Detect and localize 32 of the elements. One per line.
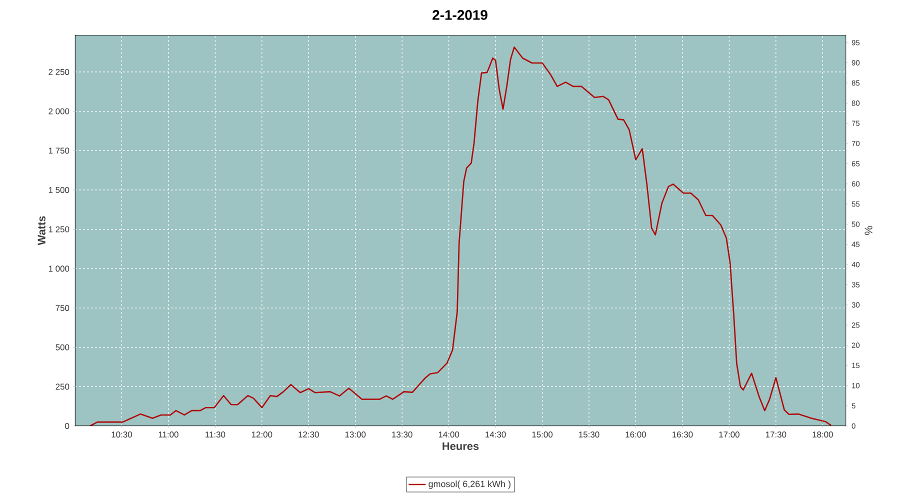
y-tick-label: 1 500 (48, 186, 70, 193)
x-tick-label: 16:30 (672, 432, 693, 438)
chart-title: 2-1-2019 (432, 10, 488, 20)
x-tick-label: 17:00 (719, 432, 740, 438)
y-tick-label: 750 (56, 305, 70, 311)
y2-axis-title: % (864, 226, 872, 235)
y-tick-label: 2 250 (48, 68, 70, 75)
x-tick-label: 12:00 (252, 432, 272, 438)
x-tick-label: 15:00 (532, 432, 553, 438)
y-tick-label: 0 (65, 423, 70, 429)
legend-label: gmosol( 6,261 kWh ) (428, 480, 510, 489)
y-tick-label: 1 250 (48, 226, 70, 232)
x-tick-label: 18:00 (812, 432, 833, 438)
x-tick-label: 14:30 (486, 432, 506, 438)
x-tick-label: 11:30 (206, 432, 226, 438)
y-tick-label: 250 (56, 384, 70, 390)
y-tick-label: 500 (56, 344, 70, 350)
y-tick-label: 1 750 (48, 148, 70, 154)
y-tick-label: 1 000 (48, 266, 70, 272)
y-axis-title: Watts (38, 216, 46, 246)
x-tick-label: 14:00 (438, 432, 460, 438)
line-series (89, 46, 832, 426)
x-tick-label: 16:00 (626, 432, 646, 438)
x-tick-label: 13:00 (345, 432, 366, 438)
x-tick-label: 17:30 (766, 432, 786, 438)
x-tick-label: 12:30 (298, 432, 319, 438)
y-tick-label: 2 000 (48, 108, 70, 114)
x-tick-label: 13:30 (392, 432, 412, 438)
x-tick-label: 11:00 (158, 432, 178, 438)
x-tick-label: 10:30 (112, 432, 132, 438)
x-tick-label: 15:30 (579, 432, 600, 438)
x-axis-title: Heures (442, 442, 479, 450)
